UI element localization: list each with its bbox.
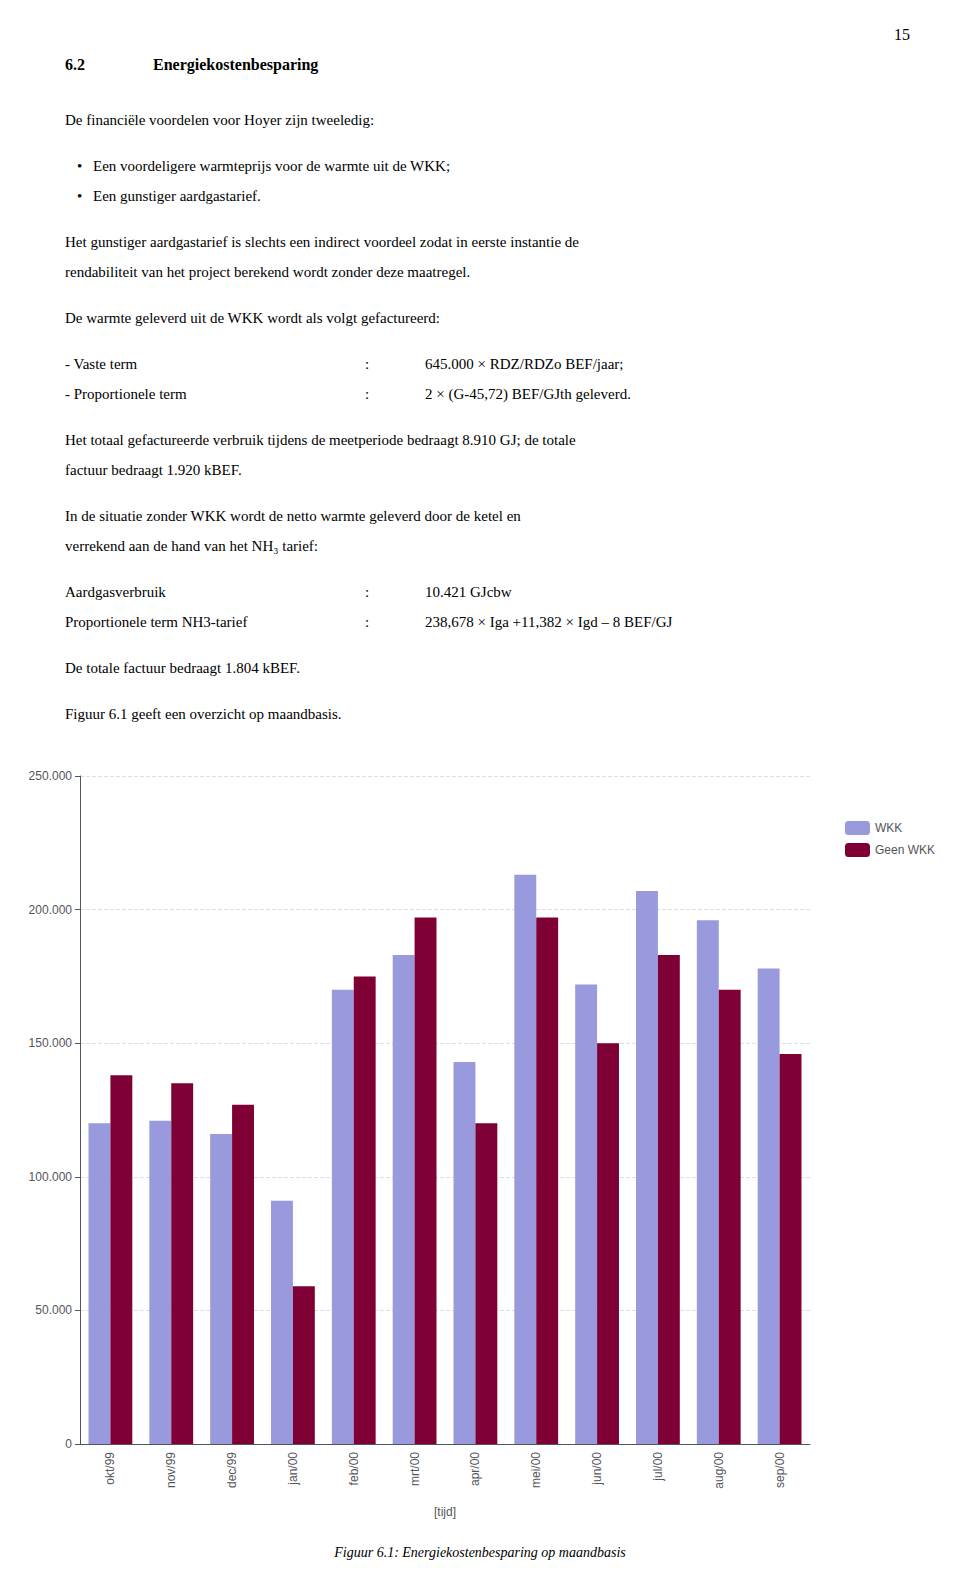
svg-text:okt/99: okt/99	[103, 1452, 117, 1485]
svg-text:645.000 × RDZ/RDZo BEF/jaar;: 645.000 × RDZ/RDZo BEF/jaar;	[425, 356, 623, 372]
svg-text:- Vaste term: - Vaste term	[65, 356, 138, 372]
svg-text:jul/00: jul/00	[651, 1452, 665, 1482]
svg-text:150.000: 150.000	[29, 1036, 73, 1050]
svg-text:dec/99: dec/99	[225, 1452, 239, 1488]
svg-text:Energiekostenbesparing: Energiekostenbesparing	[153, 56, 318, 74]
svg-text:0: 0	[65, 1437, 72, 1451]
svg-text:Een gunstiger aardgastarief.: Een gunstiger aardgastarief.	[93, 188, 261, 204]
svg-text:2 × (G-45,72) BEF/GJth gelever: 2 × (G-45,72) BEF/GJth geleverd.	[425, 386, 631, 403]
svg-text:nov/99: nov/99	[164, 1452, 178, 1488]
svg-text:200.000: 200.000	[29, 903, 73, 917]
svg-text:Een voordeligere warmteprijs v: Een voordeligere warmteprijs voor de war…	[93, 158, 450, 174]
svg-text:Het gunstiger aardgastarief is: Het gunstiger aardgastarief is slechts e…	[65, 234, 579, 250]
svg-text:Geen WKK: Geen WKK	[875, 843, 935, 857]
svg-text:sep/00: sep/00	[773, 1452, 787, 1488]
svg-text:feb/00: feb/00	[347, 1452, 361, 1486]
svg-text:15: 15	[894, 26, 910, 43]
svg-text::: :	[365, 614, 369, 630]
svg-text:jan/00: jan/00	[286, 1452, 300, 1486]
svg-text:apr/00: apr/00	[468, 1452, 482, 1486]
svg-text:Aardgasverbruik: Aardgasverbruik	[65, 584, 166, 600]
svg-text:In de situatie zonder WKK word: In de situatie zonder WKK wordt de netto…	[65, 508, 521, 524]
svg-text:aug/00: aug/00	[712, 1452, 726, 1489]
svg-text:[tijd]: [tijd]	[434, 1505, 456, 1519]
svg-text:100.000: 100.000	[29, 1170, 73, 1184]
svg-text:Het totaal gefactureerde verbr: Het totaal gefactureerde verbruik tijden…	[65, 432, 576, 448]
svg-text:De totale factuur bedraagt 1.8: De totale factuur bedraagt 1.804 kBEF.	[65, 660, 300, 676]
svg-text:rendabiliteit van het project: rendabiliteit van het project berekend w…	[65, 264, 470, 280]
svg-text:Proportionele term NH3-tarief: Proportionele term NH3-tarief	[65, 614, 247, 630]
svg-text:mei/00: mei/00	[529, 1452, 543, 1488]
svg-text:WKK: WKK	[875, 821, 902, 835]
svg-text:De financiële voordelen voor H: De financiële voordelen voor Hoyer zijn …	[65, 112, 374, 128]
svg-text::: :	[365, 356, 369, 372]
svg-text::: :	[365, 386, 369, 402]
svg-text:6.2: 6.2	[65, 56, 85, 73]
svg-text:250.000: 250.000	[29, 769, 73, 783]
svg-text:verrekend aan de hand van het: verrekend aan de hand van het NH₃ tarief…	[65, 538, 318, 554]
svg-text:De warmte geleverd uit de WKK: De warmte geleverd uit de WKK wordt als …	[65, 310, 440, 326]
svg-text:•: •	[77, 158, 82, 174]
svg-text:Figuur 6.1 geeft een overzicht: Figuur 6.1 geeft een overzicht op maandb…	[65, 706, 342, 722]
svg-text:- Proportionele term: - Proportionele term	[65, 386, 187, 402]
svg-text:mrt/00: mrt/00	[408, 1452, 422, 1486]
svg-text::: :	[365, 584, 369, 600]
svg-text:238,678 × Iga +11,382 × Igd –: 238,678 × Iga +11,382 × Igd – 8 BEF/GJ	[425, 614, 672, 630]
svg-text:jun/00: jun/00	[590, 1452, 604, 1486]
svg-text:Figuur 6.1: Energiekostenbespa: Figuur 6.1: Energiekostenbesparing op ma…	[333, 1545, 626, 1560]
svg-text:10.421 GJcbw: 10.421 GJcbw	[425, 584, 512, 600]
svg-text:•: •	[77, 188, 82, 204]
svg-text:50.000: 50.000	[35, 1303, 72, 1317]
svg-text:factuur bedraagt 1.920 kBEF.: factuur bedraagt 1.920 kBEF.	[65, 462, 242, 478]
